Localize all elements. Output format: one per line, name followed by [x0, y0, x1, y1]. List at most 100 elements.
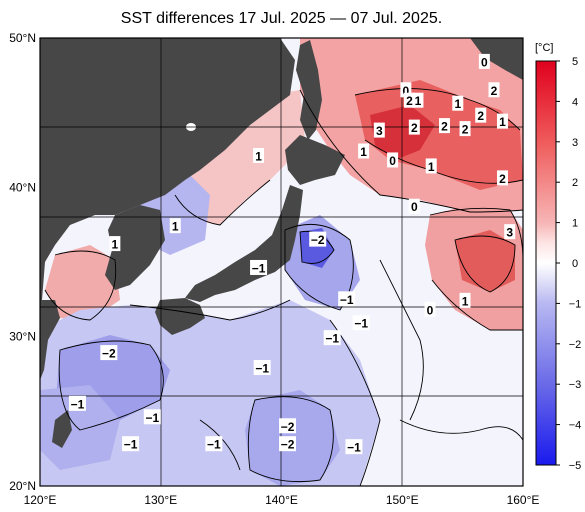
contour-label-bg [205, 436, 223, 452]
contour-label-bg [345, 439, 363, 455]
colorbar-tick-label: −2 [569, 339, 582, 351]
contour-label: −1 [71, 397, 85, 411]
warm-anomaly-japan-sea [175, 90, 305, 225]
contour-label-bg [100, 345, 118, 361]
colorbar-tick-label: −1 [569, 298, 582, 310]
contour-label-bg [250, 259, 268, 275]
contour-label-bg [387, 152, 399, 168]
contour-label: 2 [462, 123, 469, 137]
asia-mainland [40, 38, 295, 300]
contour-label-bg [373, 122, 385, 138]
contour-label: 0 [411, 200, 418, 214]
contour-label-bg [425, 158, 437, 174]
warm-anomaly-strong-okhotsk [355, 80, 523, 190]
contour-label-bg [496, 170, 508, 186]
contour-label: 3 [376, 124, 383, 138]
contour-label-bg [439, 118, 451, 134]
x-tick-label: 140°E [265, 493, 298, 507]
contour-label: 1 [112, 238, 119, 252]
contour-label-bg [358, 143, 370, 159]
contour-label: −1 [354, 317, 368, 331]
contour-label-bg [478, 53, 490, 69]
map-title: SST differences 17 Jul. 2025 — 07 Jul. 2… [120, 10, 443, 27]
contour-label: 2 [491, 84, 498, 98]
contour-label: 2 [411, 121, 418, 135]
contour-label: 2 [406, 94, 413, 108]
contour-label-bg [403, 92, 415, 108]
contour-label: 2 [441, 120, 448, 134]
contour-label-bg [253, 360, 271, 376]
contour-label-bg [424, 301, 436, 317]
hokkaido [285, 135, 345, 185]
contour-label: 1 [415, 94, 422, 108]
y-tick-label: 30°N [9, 330, 36, 344]
contour-label: −1 [325, 332, 339, 346]
contour-label-bg [323, 330, 341, 346]
contour-label-bg [400, 82, 412, 98]
contour-label: −1 [124, 438, 138, 452]
contour-label-bg [488, 82, 500, 98]
contour-label: 1 [360, 145, 367, 159]
x-tick-label: 130°E [144, 493, 177, 507]
contour-label: 3 [506, 226, 513, 240]
colorbar [535, 60, 557, 466]
contour-label-bg [109, 236, 121, 252]
contour-label: 1 [454, 97, 461, 111]
contour-label-bg [412, 92, 424, 108]
colorbar-tick-label: −4 [569, 420, 582, 432]
contour-label: −1 [207, 438, 221, 452]
y-tick-label: 20°N [9, 479, 36, 493]
colorbar-ticks: 5 4 3 2 1 0 −1 −2 −3 −4 −5 [556, 56, 581, 472]
contour-label-bg [496, 113, 508, 129]
contour-label: −1 [347, 441, 361, 455]
china-coast [40, 300, 60, 380]
contour-label-bg [504, 224, 516, 240]
contour-label-bg [68, 395, 86, 411]
contour-label: 0 [403, 84, 410, 98]
contour-label-bg [279, 436, 297, 452]
y-axis-ticks: 50°N 40°N 30°N 20°N [9, 31, 36, 493]
colorbar-tick-label: −5 [569, 460, 582, 472]
colorbar-unit: [°C] [535, 42, 554, 54]
contour-label-bg [459, 292, 471, 308]
taiwan [52, 410, 72, 448]
contour-label-bg [143, 409, 161, 425]
warm-anomaly-kuril [370, 105, 435, 160]
contour-label: −1 [255, 362, 269, 376]
contour-label: −1 [252, 261, 266, 275]
y-tick-label: 50°N [9, 31, 36, 45]
contour-label: 2 [477, 109, 484, 123]
colorbar-tick-label: 5 [572, 56, 578, 68]
x-tick-label: 150°E [386, 493, 419, 507]
kamchatka [470, 38, 523, 80]
contour-label: 1 [462, 294, 469, 308]
contour-label-bg [309, 231, 327, 247]
contour-label: 1 [499, 115, 506, 129]
colorbar-tick-label: 1 [572, 218, 578, 230]
colorbar-tick-label: −3 [569, 379, 582, 391]
sakhalin [296, 40, 322, 140]
contour-label-bg [253, 147, 265, 163]
contour-label-bg [352, 315, 370, 331]
honshu [185, 185, 303, 302]
contour-label-bg [169, 218, 181, 234]
warm-anomaly-yellow-sea [45, 245, 120, 320]
contour-label: 0 [427, 303, 434, 317]
contour-label: 1 [255, 149, 262, 163]
contour-label: −1 [340, 293, 354, 307]
contour-label: 0 [481, 55, 488, 69]
contour-label-bg [338, 291, 356, 307]
map-frame [39, 37, 524, 487]
contour-label: −2 [102, 347, 116, 361]
cool-anomaly-taiwan [40, 385, 120, 470]
contour-label-bg [452, 95, 464, 111]
colorbar-tick-label: 4 [572, 96, 578, 108]
colorbar-tick-label: 2 [572, 177, 578, 189]
contour-label: 2 [499, 172, 506, 186]
x-tick-label: 120°E [24, 493, 57, 507]
colorbar-tick-label: 0 [572, 258, 578, 270]
x-tick-label: 160°E [507, 493, 540, 507]
